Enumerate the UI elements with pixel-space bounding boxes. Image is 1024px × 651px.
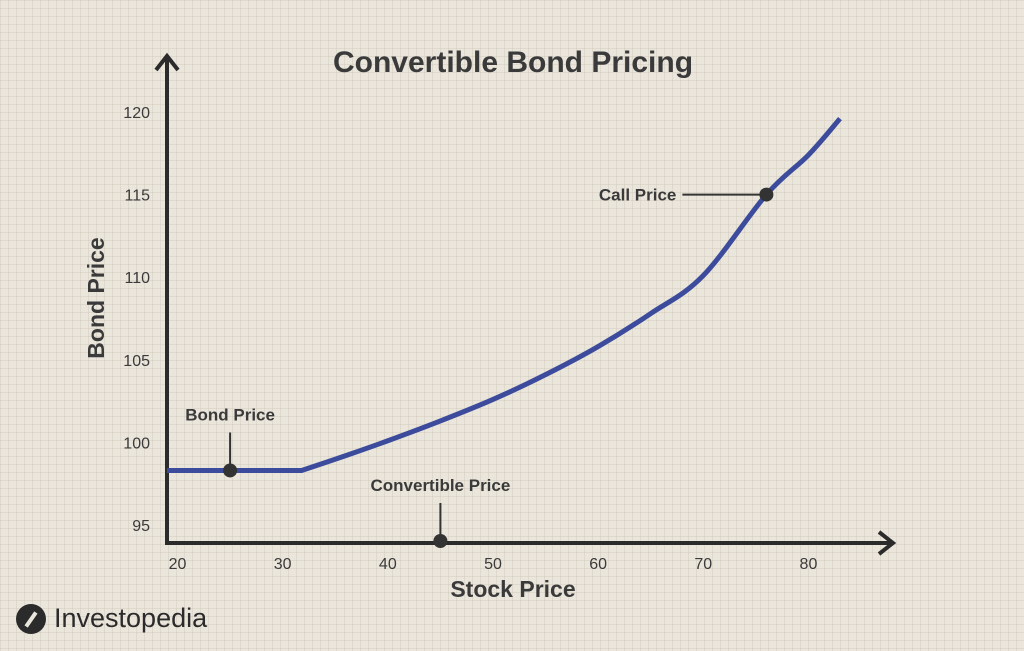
y-tick-label: 105 [123,353,150,370]
y-axis-arrow [154,52,180,72]
chart-title: Convertible Bond Pricing [333,46,693,79]
y-tick-label: 100 [123,435,150,452]
x-axis-arrow [877,530,897,556]
annotation-label: Call Price [599,186,677,205]
annotation: Bond Price [185,405,275,478]
x-tick-label: 50 [484,556,502,573]
annotation-point [223,463,238,478]
x-tick-label: 70 [694,556,712,573]
annotation: Convertible Price [370,476,510,548]
annotations-layer: Bond Price Convertible Price Call Price [185,186,774,548]
annotation-point [433,534,448,548]
x-tick-label: 80 [800,556,818,573]
axes [154,52,897,556]
y-tick-label: 95 [132,518,150,535]
x-tick-label: 40 [379,556,397,573]
annotation: Call Price [599,186,774,205]
tick-labels: 20 30 40 50 60 70 80 95 100 105 110 115 120 [123,105,817,573]
y-tick-label: 115 [124,188,150,205]
annotation-label: Convertible Price [370,476,510,495]
annotation-label: Bond Price [185,405,275,424]
x-tick-label: 30 [274,556,292,573]
brand-name: Investopedia [54,603,208,633]
y-tick-label: 120 [123,105,150,122]
brand-logo: Investopedia [16,603,207,634]
annotation-point [759,187,774,202]
y-tick-label: 110 [124,270,150,287]
investopedia-logo-icon [16,603,46,634]
x-axis-label: Stock Price [450,576,575,602]
x-tick-label: 20 [169,556,187,573]
x-tick-label: 60 [589,556,607,573]
y-axis-label: Bond Price [83,237,109,358]
